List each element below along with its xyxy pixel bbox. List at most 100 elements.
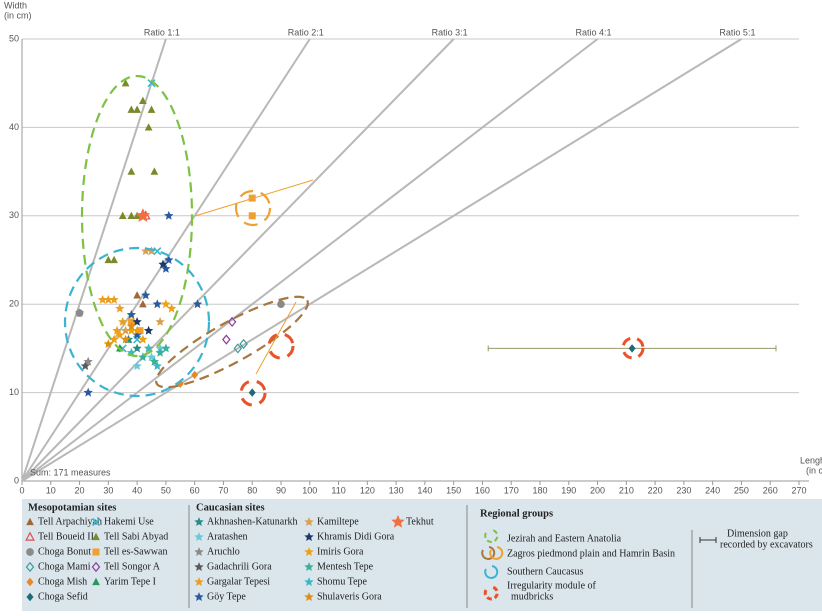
legend-label: Tell Arpachiyah [38,516,102,527]
legend: Mesopotamian sites Caucasian sites Regio… [25,502,813,608]
x-tick-label: 40 [132,485,142,495]
point [132,325,142,335]
point [104,255,113,264]
y-tick-label: 20 [9,299,19,309]
legend-label: Gadachrili Gora [207,561,272,572]
point [155,347,165,357]
y-tick-label: 10 [9,387,19,397]
legend-label: Tell Sabi Abyad [104,531,168,542]
point [155,317,165,326]
legend-marker [25,531,35,541]
ratio-label: Ratio 2:1 [288,27,324,37]
point [126,309,136,319]
point [115,330,125,340]
legend-panel [22,499,822,611]
point [126,321,136,331]
legend-label: Choga Sefid [38,591,88,602]
legend-marker [194,577,204,586]
point [628,344,636,353]
x-tick-label: 260 [763,485,778,495]
ratio-label: Ratio 4:1 [576,27,612,37]
legend-marker [304,562,314,571]
point [141,290,151,300]
ratio-label: Ratio 5:1 [719,27,755,37]
legend-marker [26,548,34,556]
point [139,96,147,105]
legend-label: Khramis Didi Gora [317,531,395,542]
legend-icon [489,546,504,560]
legend-label: Shulaveris Gora [317,591,382,602]
legend-marker [92,532,100,541]
point [126,347,136,357]
legend-marker [304,517,314,526]
legend-heading: Caucasian sites [196,502,265,513]
x-tick-label: 140 [417,485,432,495]
region-zagros [155,295,309,389]
ratio-line [21,38,599,482]
x-tick-label: 210 [619,485,634,495]
point [103,339,113,348]
x-tick-label: 200 [590,485,605,495]
point [164,255,174,264]
legend-marker [26,517,34,526]
point [103,294,113,304]
legend-marker [194,592,204,601]
legend-label: Akhnashen-Katunarkh [207,516,298,527]
point [127,105,136,113]
point [161,299,171,309]
legend-marker [304,592,314,601]
legend-label: Yarim Tepe I [104,576,156,587]
point [126,325,136,335]
region-south-caucasus [63,246,211,398]
x-tick-label: 220 [648,485,663,495]
x-tick-label: 150 [446,485,461,495]
legend-label: mudbricks [511,591,553,602]
point [118,211,127,219]
legend-label: Tell Songor A [104,561,161,572]
legend-label: Hakemi Use [104,516,154,527]
legend-label: recorded by excavators [720,539,813,550]
legend-label: Irregularity module of [507,580,597,591]
point [83,356,93,366]
point [248,388,256,397]
x-tick-label: 20 [75,485,85,495]
point [133,105,141,113]
legend-label: Dimension gap [727,528,788,539]
annotation: Sum: 171 measures [30,467,111,477]
point [115,303,125,313]
ratio-line [21,38,455,482]
point [152,361,162,370]
legend-icon [484,529,499,543]
legend-icon [484,565,499,579]
point [83,387,93,397]
irregular-module [267,332,295,360]
legend-label: Aruchlo [207,546,240,557]
x-tick-label: 190 [561,485,576,495]
x-tick-label: 60 [190,485,200,495]
point [144,123,153,131]
legend-marker [25,561,35,573]
point [167,303,177,313]
callout-lines [194,179,314,375]
legend-label: Aratashen [207,531,248,542]
point [147,79,156,88]
legend-label: Imiris Gora [317,546,364,557]
point [146,246,157,256]
y-tick-label: 0 [14,475,19,485]
legend-marker [194,532,204,541]
point [139,300,147,308]
point [152,299,162,309]
legend-marker [194,517,204,526]
ratio-line [21,38,742,482]
point [191,370,199,380]
legend-heading: Regional groups [480,508,553,519]
x-tick-label: 70 [218,485,228,495]
legend-marker [391,515,405,528]
x-tick-label: 240 [705,485,720,495]
point [239,338,248,350]
x-tick-label: 50 [161,485,171,495]
legend-marker [26,577,34,587]
legend-icon [481,546,496,560]
point [120,325,131,335]
